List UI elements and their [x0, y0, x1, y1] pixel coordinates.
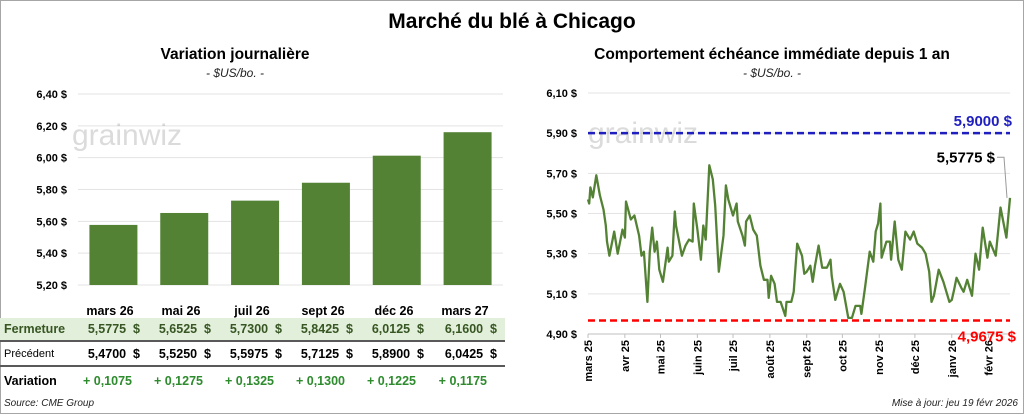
table-cell: 5,5250 $ — [158, 347, 211, 361]
table-cell: + 0,1075 — [82, 374, 132, 388]
bar-mars-27 — [443, 132, 492, 285]
table-cell: 6,0125 $ — [371, 322, 424, 336]
y-tick-label: 4,90 $ — [546, 329, 577, 341]
x-tick-label: oct 25 — [837, 340, 849, 372]
last-value-leader — [997, 156, 1008, 198]
table-row-fermeture: Fermeture 5,5775 $ 5,6525 $ 5,7300 $ 5,8… — [0, 318, 505, 342]
last-value-label: 5,5775 $ — [937, 149, 996, 166]
update-note: Mise à jour: jeu 19 févr 2026 — [891, 398, 1018, 409]
line-chart: 4,90 $ 5,10 $ 5,30 $ 5,50 $ 5,70 $ 5,90 $ 6,10… — [546, 88, 1017, 382]
table-cell: 5,5775 $ — [87, 322, 140, 336]
y-tick-label: 6,00 $ — [36, 153, 67, 165]
table-header-row: mars 26 mai 26 juil 26 sept 26 déc 26 ma… — [0, 300, 505, 322]
column-header: sept 26 — [301, 304, 345, 318]
y-tick-label: 5,20 $ — [36, 280, 67, 292]
y-tick-label: 6,40 $ — [36, 89, 67, 101]
table-cell: 5,6525 $ — [158, 322, 211, 336]
price-line — [586, 164, 1012, 320]
row-label: Précédent — [4, 348, 55, 360]
bar-chart-title: Variation journalière — [160, 46, 310, 63]
bar-sept-26 — [301, 182, 350, 285]
x-tick-label: févr 26 — [984, 340, 996, 375]
table-cell: 5,8425 $ — [300, 322, 353, 336]
x-tick-label: avr 25 — [620, 340, 632, 372]
column-header: mars 26 — [86, 304, 134, 318]
y-tick-label: 6,20 $ — [36, 121, 67, 133]
bar-juil-26 — [231, 200, 280, 285]
table-cell: 5,8900 $ — [371, 347, 424, 361]
grainwiz-watermark-logo: grainwiz — [72, 119, 182, 152]
y-tick-label: 5,80 $ — [36, 185, 67, 197]
high-label: 5,9000 $ — [954, 113, 1013, 130]
table-row-variation: Variation + 0,1075 + 0,1275 + 0,1325 + 0… — [0, 370, 505, 392]
column-header: mai 26 — [161, 304, 201, 318]
table-cell: + 0,1275 — [153, 374, 203, 388]
x-tick-label: août 25 — [765, 340, 777, 379]
x-tick-label: juin 25 — [692, 340, 704, 376]
bar-déc-26 — [372, 155, 421, 285]
bar-chart: 5,20 $ 5,40 $ 5,60 $ 5,80 $ 6,00 $ 6,20 $ 6,40… — [36, 89, 503, 292]
y-tick-label: 5,90 $ — [546, 128, 577, 140]
bar-mars-26 — [89, 224, 138, 285]
table-cell: 6,1600 $ — [444, 322, 497, 336]
x-tick-label: juil 25 — [728, 340, 740, 372]
bar-chart-unit: - $US/bo. - — [205, 66, 265, 80]
column-header: déc 26 — [374, 304, 414, 318]
table-cell: + 0,1225 — [366, 374, 416, 388]
main-title: Marché du blé à Chicago — [388, 10, 636, 33]
y-tick-label: 5,40 $ — [36, 248, 67, 260]
watermark-text: grainwiz — [72, 119, 182, 152]
bar-mai-26 — [160, 212, 209, 285]
line-chart-title: Comportement échéance immédiate depuis 1… — [594, 46, 950, 63]
x-tick-label: sept 25 — [802, 340, 814, 378]
line-chart-unit: - $US/bo. - — [742, 66, 802, 80]
y-tick-label: 5,50 $ — [546, 209, 577, 221]
y-tick-label: 5,30 $ — [546, 249, 577, 261]
x-tick-label: mars 25 — [583, 340, 595, 382]
table-cell: 5,5975 $ — [229, 347, 282, 361]
low-label: 4,9675 $ — [958, 328, 1017, 345]
x-tick-label: janv 26 — [947, 340, 959, 378]
table-cell: 6,0425 $ — [444, 347, 497, 361]
table-cell: + 0,1325 — [224, 374, 274, 388]
table-cell: 5,7125 $ — [300, 347, 353, 361]
y-tick-label: 5,60 $ — [36, 216, 67, 228]
column-header: juil 26 — [234, 304, 270, 318]
table-cell: + 0,1175 — [438, 374, 487, 388]
table-cell: 5,4700 $ — [87, 347, 140, 361]
row-label: Variation — [4, 374, 57, 388]
x-tick-label: nov 25 — [874, 340, 886, 375]
y-tick-label: 5,70 $ — [546, 168, 577, 180]
table-cell: 5,7300 $ — [229, 322, 282, 336]
y-tick-label: 6,10 $ — [546, 88, 577, 100]
table-cell: + 0,1300 — [295, 374, 345, 388]
column-header: mars 27 — [441, 304, 489, 318]
row-label: Fermeture — [4, 322, 66, 336]
y-tick-label: 5,10 $ — [546, 289, 577, 301]
table-row-precedent: Précédent 5,4700 $ 5,5250 $ 5,5975 $ 5,7… — [0, 343, 505, 367]
source-note: Source: CME Group — [4, 398, 95, 409]
x-tick-label: mai 25 — [656, 340, 668, 374]
x-tick-label: déc 25 — [910, 340, 922, 374]
